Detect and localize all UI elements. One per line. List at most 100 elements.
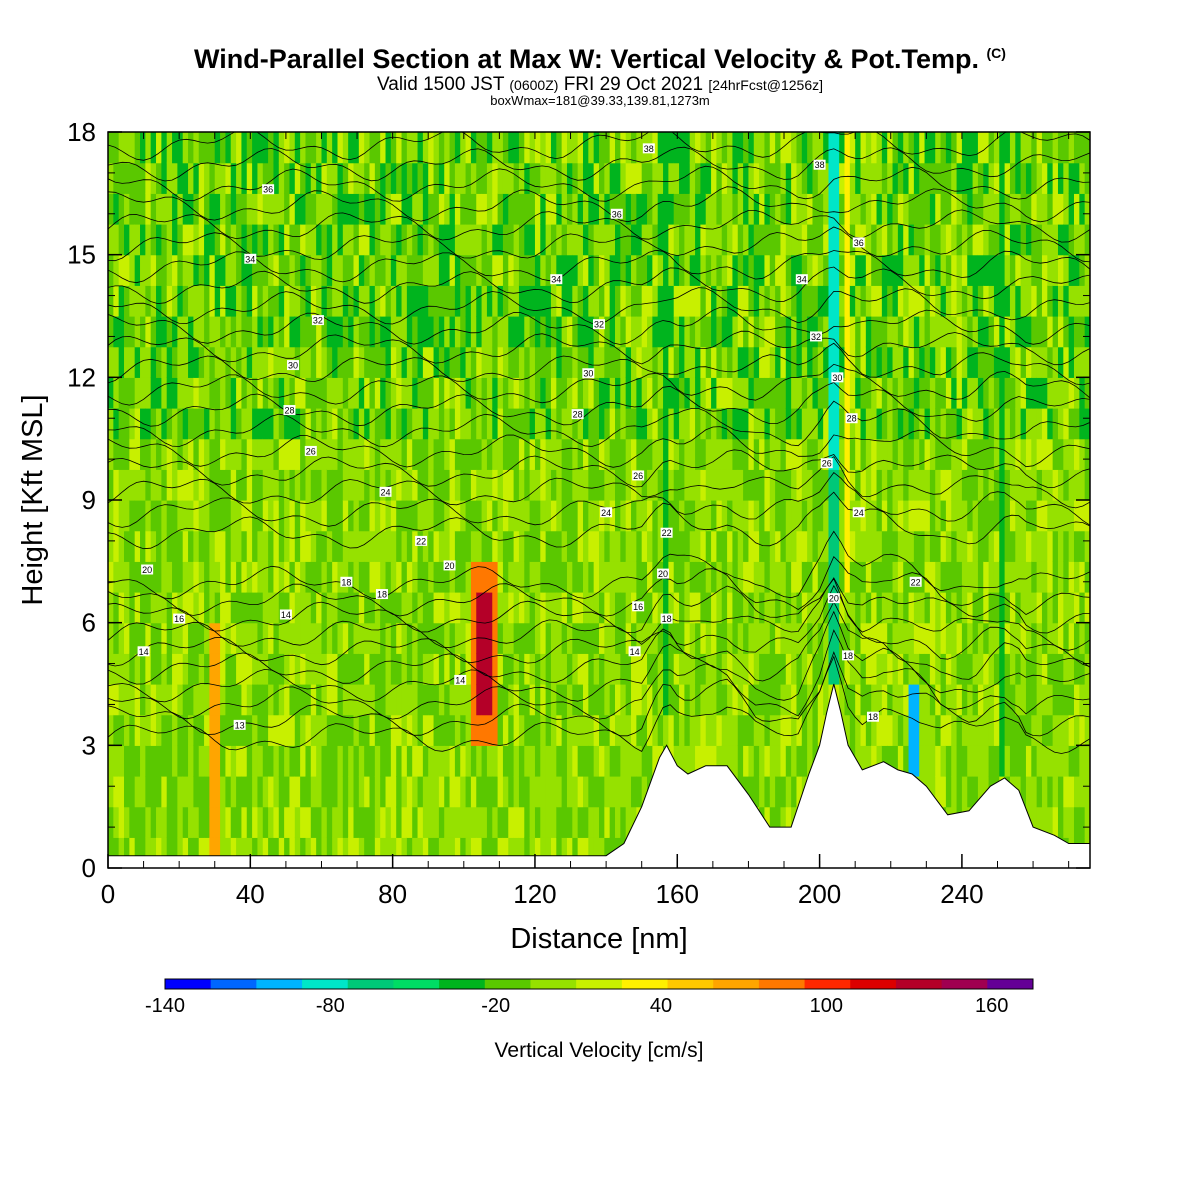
field-cell [241, 622, 248, 654]
field-cell [401, 592, 408, 624]
contour-label-text: 24 [854, 508, 864, 518]
contour-label-bg [820, 458, 833, 469]
field-cell [492, 500, 499, 532]
field-cell [1020, 469, 1027, 501]
field-cell [166, 806, 173, 838]
field-cell [113, 653, 120, 685]
field-cell [1047, 254, 1054, 286]
field-cell [876, 530, 883, 562]
field-cell [262, 469, 269, 501]
field-cell [716, 561, 723, 593]
field-cell [924, 745, 931, 777]
field-cell [887, 469, 894, 501]
field-cell [935, 193, 942, 225]
field-cell [801, 622, 808, 654]
field-cell [625, 622, 632, 654]
field-cell [412, 776, 419, 808]
contour-label-text: 16 [633, 602, 643, 612]
field-cell [764, 132, 771, 164]
field-cell [177, 837, 184, 868]
field-cell [524, 285, 531, 317]
field-cell [988, 285, 995, 317]
field-cell [967, 530, 974, 562]
field-cell [663, 684, 669, 716]
field-cell [294, 316, 301, 348]
field-cell [545, 530, 552, 562]
field-cell [625, 162, 632, 194]
field-cell [919, 745, 926, 777]
field-cell [988, 377, 995, 409]
field-cell [1057, 316, 1064, 348]
field-cell [817, 377, 824, 409]
field-cell [540, 530, 547, 562]
field-cell [380, 837, 387, 868]
field-cell [161, 224, 168, 256]
field-cell [1009, 377, 1016, 409]
field-cell [550, 316, 557, 348]
field-cell [807, 530, 814, 562]
field-cell [599, 745, 605, 777]
field-cell [193, 377, 200, 409]
field-cell [268, 316, 275, 348]
field-cell [262, 132, 269, 164]
field-cell [492, 162, 499, 194]
field-cell [908, 530, 915, 562]
field-cell [785, 745, 792, 777]
field-cell [593, 346, 600, 378]
field-cell [769, 162, 776, 194]
field-cell [935, 408, 942, 440]
field-cell [161, 285, 168, 317]
field-cell [534, 684, 541, 716]
field-cell [956, 285, 963, 317]
field-cell [470, 592, 477, 624]
field-cell [358, 530, 365, 562]
field-cell [300, 776, 307, 808]
field-cell [1047, 193, 1054, 225]
field-cell [817, 684, 824, 716]
field-cell [166, 377, 173, 409]
field-cell [652, 592, 659, 624]
field-cell [156, 408, 162, 440]
field-cell [865, 408, 872, 440]
field-cell [1052, 132, 1059, 164]
field-cell [118, 592, 125, 624]
field-cell [278, 776, 285, 808]
contour-label-text: 24 [601, 508, 611, 518]
field-cell [310, 500, 317, 532]
field-cell [759, 132, 766, 164]
field-cell [209, 408, 216, 440]
field-cell [631, 438, 637, 470]
field-cell [476, 500, 483, 532]
field-cell [705, 684, 712, 716]
field-cell [732, 254, 739, 286]
field-cell [791, 622, 798, 654]
field-cell [353, 162, 360, 194]
field-cell [438, 469, 445, 501]
field-cell [108, 653, 114, 685]
field-cell [759, 377, 766, 409]
isentrope [108, 330, 1090, 366]
field-cell [615, 162, 621, 194]
field-cell [172, 346, 178, 378]
field-cell [609, 530, 616, 562]
field-cell [913, 469, 920, 501]
field-cell [428, 254, 435, 286]
field-cell [220, 837, 227, 868]
field-cell [785, 408, 792, 440]
field-cell [860, 745, 867, 777]
field-cell [550, 254, 557, 286]
field-cell [769, 346, 776, 378]
field-cell [502, 132, 509, 164]
field-cell [1036, 162, 1043, 194]
field-cell [673, 561, 680, 593]
contour-label-bg [845, 413, 858, 424]
field-cell [1079, 530, 1086, 562]
field-cell [657, 162, 664, 194]
field-cell [663, 316, 669, 348]
field-cell [444, 837, 451, 868]
field-cell [502, 561, 509, 593]
field-cell [134, 653, 141, 685]
field-cell [118, 224, 125, 256]
field-cell [428, 561, 435, 593]
field-cell [876, 408, 883, 440]
